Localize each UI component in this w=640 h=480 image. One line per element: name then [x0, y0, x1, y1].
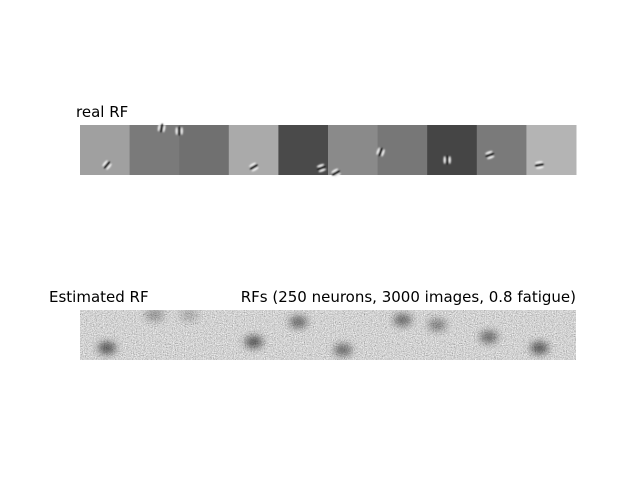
gabor-dark [378, 147, 383, 157]
gabor-light [331, 168, 339, 173]
gabor-light [180, 127, 183, 135]
rf-blob [334, 344, 352, 356]
gabor-light [443, 156, 446, 164]
rf-blob [530, 342, 549, 354]
gabor [102, 160, 112, 170]
gabor-light [157, 123, 161, 132]
rf-blob [393, 314, 412, 326]
real-rf-row [80, 123, 577, 178]
gabor-dark [445, 155, 449, 165]
gabor-dark [249, 164, 258, 170]
rf-blob [244, 336, 263, 348]
gabor-light [448, 156, 451, 164]
rf-tile [427, 125, 478, 175]
gabor [376, 147, 385, 157]
gabor-light [535, 161, 543, 164]
gabor [316, 163, 327, 173]
gabor-light [248, 162, 257, 167]
gabor-light [162, 124, 166, 133]
gabor-light [106, 163, 112, 170]
rf-tile [328, 125, 379, 175]
rf-blob [145, 310, 164, 321]
gabor-dark [534, 163, 544, 167]
gabor-light [535, 166, 544, 169]
gabor-dark [177, 126, 181, 136]
gabor-light [376, 147, 380, 155]
estimated-rf-title: Estimated RF [49, 288, 149, 306]
estimated-rf-row [80, 310, 576, 360]
rf-tile [129, 125, 180, 175]
gabor-dark [485, 152, 495, 158]
gabor-dark [317, 165, 326, 171]
gabor-light [175, 127, 178, 135]
gabor-light [102, 160, 108, 167]
gabor-light [333, 173, 341, 178]
real-rf-title: real RF [76, 103, 128, 121]
gabor-light [486, 155, 495, 160]
gabor [443, 155, 451, 165]
gabor [157, 123, 166, 133]
gabor-dark [332, 170, 340, 176]
gabor-light [485, 150, 493, 155]
gabor [534, 161, 544, 169]
rf-blob [98, 342, 116, 354]
gabor [485, 150, 495, 160]
estimated-rf-subtitle: RFs (250 neurons, 3000 images, 0.8 fatig… [241, 288, 576, 306]
gabor-light [381, 149, 385, 157]
gabor-dark [159, 123, 164, 133]
gabor-light [318, 168, 327, 173]
rf-blob [479, 331, 498, 343]
rf-tile [179, 125, 230, 175]
rf-tile [377, 125, 428, 175]
gabor [331, 168, 341, 178]
rf-tile [476, 125, 527, 175]
gabor-dark [103, 161, 111, 169]
gabor-light [251, 167, 259, 172]
gabor [248, 162, 259, 172]
gabor-light [316, 163, 325, 168]
rf-blob [289, 316, 308, 328]
rf-tile [526, 125, 577, 175]
rf-blob [180, 310, 199, 321]
rf-blob [428, 319, 447, 331]
gabor [175, 126, 183, 136]
